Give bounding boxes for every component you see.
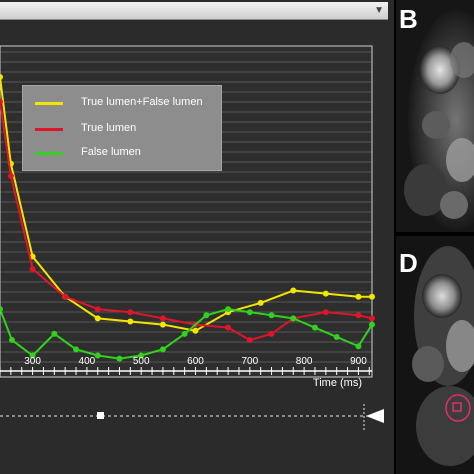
mri-image-b — [396, 0, 474, 232]
data-point — [29, 352, 36, 359]
x-tick-labels: 300 400 500 600 700 800 900 — [24, 356, 367, 367]
panel-label-d: D — [399, 248, 418, 278]
data-point — [257, 299, 264, 306]
data-point — [322, 290, 329, 297]
roi-marker-icon[interactable] — [452, 402, 462, 412]
data-point — [192, 327, 199, 334]
legend-item-false-lumen: False lumen — [23, 144, 223, 164]
data-point — [369, 321, 375, 328]
data-point — [268, 330, 275, 337]
legend-label-true-lumen: True lumen — [81, 122, 137, 134]
chart-legend: True lumen+False lumen True lumen False … — [22, 85, 222, 171]
data-point — [8, 337, 15, 344]
x-tick-label: 600 — [187, 356, 204, 367]
x-tick-label: 700 — [241, 356, 258, 367]
data-point — [127, 318, 134, 325]
legend-swatch-combined — [35, 102, 63, 105]
dropdown-arrow-icon[interactable]: ▼ — [374, 5, 384, 16]
data-point — [355, 343, 362, 350]
data-point — [94, 306, 101, 313]
data-point — [73, 346, 80, 353]
data-point — [322, 309, 329, 316]
roi-outline[interactable] — [445, 394, 471, 422]
series-line-0 — [0, 76, 372, 332]
mri-image-d — [396, 236, 474, 474]
data-point — [29, 265, 36, 272]
data-point — [355, 312, 362, 319]
data-point — [290, 287, 297, 294]
legend-item-combined: True lumen+False lumen — [23, 94, 223, 114]
data-point — [94, 352, 101, 359]
data-point — [127, 309, 134, 316]
data-point — [51, 330, 58, 337]
data-point — [0, 73, 3, 80]
time-slider-handle[interactable] — [97, 412, 104, 419]
data-point — [355, 293, 362, 300]
x-axis-title: Time (ms) — [313, 377, 362, 389]
data-point — [94, 315, 101, 322]
panel-label-b: B — [399, 4, 418, 34]
data-point — [62, 293, 69, 300]
mri-panel-b: B — [396, 0, 474, 232]
data-point — [225, 306, 232, 313]
plot-canvas: 300 400 500 600 700 800 900 Time (ms) — [0, 45, 384, 430]
series-dropdown[interactable]: ▼ — [0, 2, 388, 20]
data-point — [225, 324, 232, 331]
data-point — [311, 324, 318, 331]
data-point — [203, 312, 210, 319]
data-point — [290, 315, 297, 322]
legend-swatch-false-lumen — [35, 152, 63, 155]
data-point — [246, 337, 253, 344]
x-tick-label: 300 — [24, 356, 41, 367]
legend-label-false-lumen: False lumen — [81, 146, 141, 158]
data-point — [159, 321, 166, 328]
data-point — [0, 306, 3, 313]
data-point — [369, 293, 375, 300]
data-point — [159, 315, 166, 322]
legend-swatch-true-lumen — [35, 128, 63, 131]
x-tick-label: 900 — [350, 356, 367, 367]
chart-panel: ▼ 300 400 500 600 700 800 900 Time (ms) True l… — [0, 0, 394, 474]
time-slider-arrow-icon[interactable] — [366, 409, 384, 423]
mri-panel-d: D — [396, 236, 474, 474]
data-point — [0, 98, 3, 105]
x-tick-label: 400 — [79, 356, 96, 367]
data-point — [369, 315, 375, 322]
legend-label-combined: True lumen+False lumen — [81, 96, 203, 108]
data-point — [181, 330, 188, 337]
x-tick-label: 800 — [296, 356, 313, 367]
series-layer — [0, 73, 375, 362]
data-point — [116, 355, 123, 362]
data-point — [159, 346, 166, 353]
legend-item-true-lumen: True lumen — [23, 120, 223, 140]
x-ticks — [0, 367, 370, 375]
data-point — [333, 333, 340, 340]
data-point — [29, 253, 36, 260]
data-point — [138, 352, 145, 359]
data-point — [268, 312, 275, 319]
x-tick-label: 500 — [133, 356, 150, 367]
data-point — [7, 173, 14, 179]
data-point — [246, 309, 253, 316]
